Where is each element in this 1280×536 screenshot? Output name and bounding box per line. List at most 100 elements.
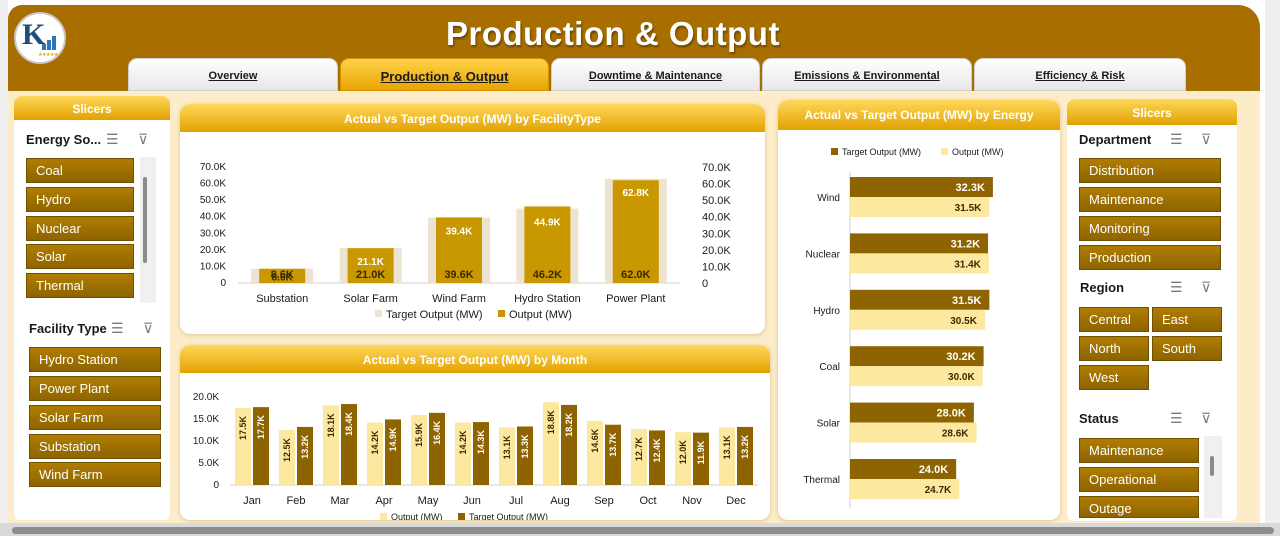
target-bar (850, 346, 984, 367)
tab-downtime-maintenance[interactable]: Downtime & Maintenance (551, 58, 760, 91)
facility-chart-panel: Actual vs Target Output (MW) by Facility… (180, 104, 765, 334)
slicer-item-production[interactable]: Production (1079, 245, 1221, 270)
output-bar (850, 479, 960, 499)
slicer-item-power-plant[interactable]: Power Plant (29, 376, 161, 401)
target-data-label: 13.7K (608, 432, 618, 457)
tab-emissions-environmental[interactable]: Emissions & Environmental (762, 58, 972, 91)
output-data-label: 13.1K (502, 435, 512, 460)
clear-filter-icon[interactable]: ⊽ (1201, 410, 1212, 426)
scroll-thumb[interactable] (1210, 456, 1214, 476)
x-tick-label: Wind Farm (432, 293, 486, 305)
slicer-item-substation[interactable]: Substation (29, 434, 161, 459)
scroll-thumb[interactable] (143, 177, 147, 263)
output-bar (631, 429, 647, 485)
scroll-thumb[interactable] (12, 527, 1274, 534)
target-bar (297, 426, 313, 485)
tab-overview[interactable]: Overview (128, 58, 338, 91)
target-bar (341, 404, 357, 485)
multi-select-icon[interactable]: ☰ (111, 320, 124, 336)
department-slicer-title: Department (1079, 132, 1152, 147)
energy-slicer-scrollbar[interactable] (140, 157, 156, 303)
target-data-label: 12.4K (652, 438, 662, 463)
slicer-item-hydro-station[interactable]: Hydro Station (29, 347, 161, 372)
x-tick-label: Nov (682, 495, 702, 507)
target-bar (473, 422, 489, 485)
multi-select-icon[interactable]: ☰ (1170, 410, 1183, 426)
output-bar (499, 427, 515, 485)
slicer-item-coal[interactable]: Coal (26, 158, 134, 183)
target-bar (385, 419, 401, 485)
slicer-item-outage[interactable]: Outage (1079, 496, 1199, 518)
target-data-label: 17.7K (256, 415, 266, 440)
x-tick-label: Hydro Station (514, 293, 581, 305)
output-data-label: 12.7K (634, 437, 644, 462)
output-data-label: 46.2K (533, 269, 562, 281)
output-data-label: 13.1K (722, 435, 732, 460)
slicer-item-central[interactable]: Central (1079, 307, 1149, 332)
multi-select-icon[interactable]: ☰ (1170, 131, 1183, 147)
target-data-label: 13.2K (740, 434, 750, 459)
slicer-item-wind-farm[interactable]: Wind Farm (29, 462, 161, 487)
legend-target-swatch (831, 148, 838, 155)
output-data-label: 18.1K (326, 413, 336, 438)
tab-efficiency-risk[interactable]: Efficiency & Risk (974, 58, 1186, 91)
slicer-item-solar-farm[interactable]: Solar Farm (29, 405, 161, 430)
output-bar (524, 206, 571, 283)
slicer-item-thermal[interactable]: Thermal (26, 273, 134, 298)
legend-target-label: Target Output (MW) (386, 309, 483, 321)
slicer-item-monitoring[interactable]: Monitoring (1079, 216, 1221, 241)
slicer-item-operational[interactable]: Operational (1079, 467, 1199, 492)
y-tick-right: 50.0K (702, 195, 731, 207)
slicer-item-north[interactable]: North (1079, 336, 1149, 361)
slicer-item-hydro[interactable]: Hydro (26, 187, 134, 212)
target-data-label: 14.3K (476, 430, 486, 455)
legend-output-swatch (498, 310, 505, 317)
target-data-label: 24.0K (919, 464, 948, 476)
target-bar (850, 233, 989, 254)
horizontal-scrollbar[interactable] (0, 523, 1280, 536)
legend-output-swatch (941, 148, 948, 155)
slicer-item-solar[interactable]: Solar (26, 244, 134, 269)
clear-filter-icon[interactable]: ⊽ (1201, 131, 1212, 147)
x-tick-label: May (418, 495, 439, 507)
multi-select-icon[interactable]: ☰ (1170, 279, 1183, 295)
slicer-item-maintenance[interactable]: Maintenance (1079, 187, 1221, 212)
target-data-label: 13.2K (300, 434, 310, 459)
tab-production-output[interactable]: Production & Output (340, 58, 549, 91)
slicer-item-status-maintenance[interactable]: Maintenance (1079, 438, 1199, 463)
y-tick-left: 40.0K (200, 212, 226, 223)
y-tick-left: 30.0K (200, 228, 226, 239)
slicer-item-east[interactable]: East (1152, 307, 1222, 332)
target-data-label: 18.2K (564, 412, 574, 437)
status-slicer-scrollbar[interactable] (1204, 436, 1222, 518)
slicer-item-distribution[interactable]: Distribution (1079, 158, 1221, 183)
output-bar (719, 427, 735, 485)
target-bar (737, 426, 753, 485)
target-bar (850, 177, 993, 197)
x-tick-label: Mar (331, 495, 350, 507)
output-bar (436, 217, 482, 283)
slicer-item-south[interactable]: South (1152, 336, 1222, 361)
target-bar (429, 412, 445, 485)
slicer-item-west[interactable]: West (1079, 365, 1149, 390)
logo-mark: K (22, 18, 46, 51)
target-bar (850, 459, 957, 479)
y-tick-left: 70.0K (200, 162, 226, 173)
y-tick-left: 0 (220, 278, 226, 289)
clear-filter-icon[interactable]: ⊽ (138, 131, 149, 147)
logo-stars-icon: ★★★★★ (38, 52, 58, 58)
y-category-label: Solar (817, 419, 841, 430)
left-gutter (0, 0, 8, 523)
output-bar (850, 309, 985, 330)
multi-select-icon[interactable]: ☰ (106, 131, 119, 147)
target-data-label: 62.8K (622, 188, 649, 199)
x-tick-label: Power Plant (606, 293, 665, 305)
y-tick: 20.0K (193, 392, 219, 403)
clear-filter-icon[interactable]: ⊽ (143, 320, 154, 336)
x-tick-label: Feb (287, 495, 306, 507)
slicer-item-nuclear[interactable]: Nuclear (26, 216, 134, 241)
target-data-label: 13.3K (520, 434, 530, 459)
legend-output-label: Output (MW) (391, 512, 443, 520)
clear-filter-icon[interactable]: ⊽ (1201, 279, 1212, 295)
